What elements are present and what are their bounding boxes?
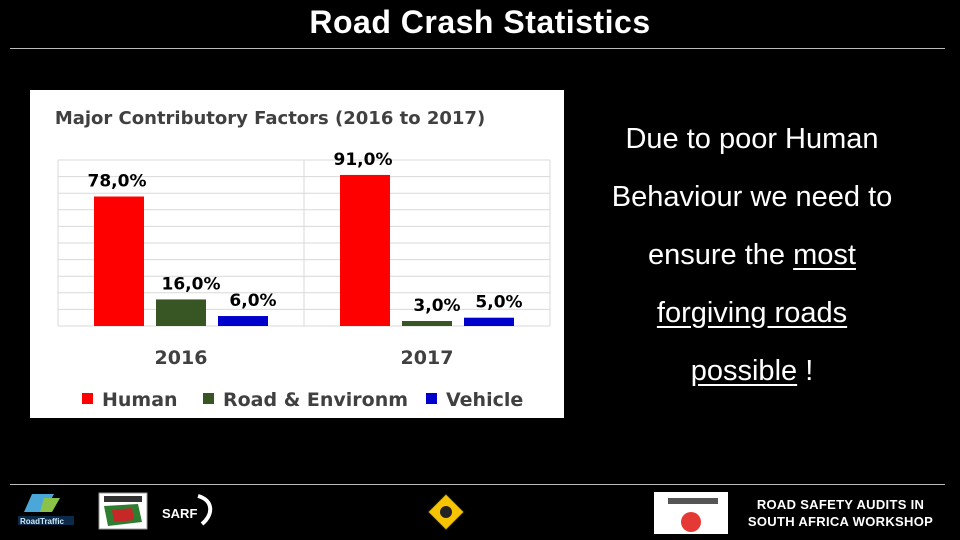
sarf-logo-text: SARF <box>162 506 197 521</box>
legend-label: Road & Environm <box>223 389 408 411</box>
data-label: 91,0% <box>334 150 393 170</box>
workshop-caption-line-1: ROAD SAFETY AUDITS IN <box>756 497 925 512</box>
bar-road-environm-2017 <box>402 321 452 326</box>
conference-logo <box>654 492 728 534</box>
x-tick-label: 2016 <box>155 347 208 369</box>
message-emphasis-possible: possible <box>690 355 798 387</box>
road-traffic-logo-text: RoadTraffic <box>20 517 65 526</box>
legend-swatch <box>203 393 214 404</box>
chart-panel: Major Contributory Factors (2016 to 2017… <box>30 90 564 418</box>
message-line-3-text: ensure the <box>648 239 794 271</box>
chart-title: Major Contributory Factors (2016 to 2017… <box>54 108 486 129</box>
message-line-4: forgiving roads <box>572 284 932 342</box>
message-text: Due to poor Human Behaviour we need to e… <box>572 110 932 400</box>
bar-vehicle-2016 <box>218 316 268 326</box>
legend-swatch <box>82 393 93 404</box>
legend-swatch <box>426 393 437 404</box>
data-label: 78,0% <box>88 172 147 192</box>
message-line-2: Behaviour we need to <box>611 181 893 213</box>
message-line-5: possible ! <box>572 342 932 400</box>
road-safety-map-logo <box>98 492 148 530</box>
title-divider <box>10 48 945 49</box>
sarf-logo: SARF <box>162 494 213 526</box>
bar-chart: 78,0% 16,0% 6,0% 2016 91,0% 3,0% 5,0% 2017 Human… <box>57 150 551 411</box>
workshop-caption-line-2: SOUTH AFRICA WORKSHOP <box>747 514 934 529</box>
road-sign-logo <box>427 493 465 531</box>
bar-human-2016 <box>94 196 144 326</box>
road-traffic-logo: RoadTraffic <box>18 494 74 526</box>
legend-label: Vehicle <box>446 389 523 411</box>
message-line-5-end: ! <box>797 355 814 387</box>
slide-title: Road Crash Statistics <box>309 4 651 40</box>
bar-human-2017 <box>340 174 390 326</box>
data-label: 6,0% <box>229 291 276 311</box>
footer-divider <box>10 484 945 485</box>
data-label: 16,0% <box>162 274 221 294</box>
message-line-1: Due to poor Human <box>625 123 879 155</box>
bar-road-environm-2016 <box>156 299 206 326</box>
workshop-caption: ROAD SAFETY AUDITS IN SOUTH AFRICA WORKS… <box>733 496 948 530</box>
legend-label: Human <box>102 389 178 411</box>
message-emphasis-forgiving-roads: forgiving roads <box>656 297 848 329</box>
x-tick-label: 2017 <box>401 347 454 369</box>
bar-vehicle-2017 <box>464 317 514 326</box>
message-emphasis-most: most <box>793 239 856 271</box>
data-label: 3,0% <box>413 296 460 316</box>
message-line-3: ensure the most <box>572 226 932 284</box>
data-label: 5,0% <box>475 293 522 313</box>
